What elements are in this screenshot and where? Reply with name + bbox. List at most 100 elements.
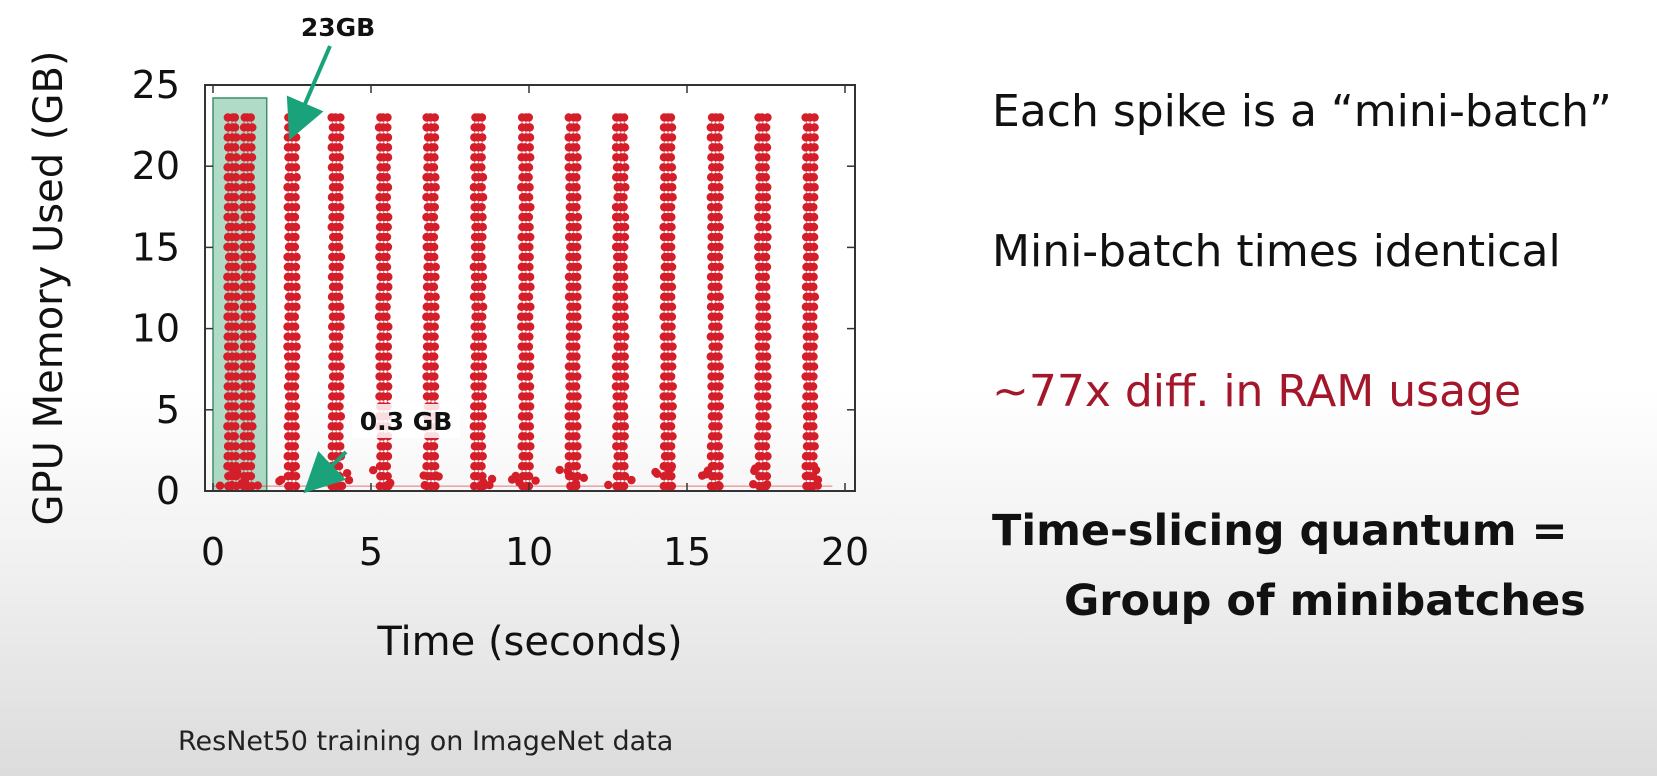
data-point (478, 302, 488, 311)
data-point (525, 352, 535, 361)
data-point (247, 153, 257, 162)
data-point (430, 123, 440, 132)
data-point (667, 312, 677, 321)
data-point (231, 402, 240, 411)
data-point (292, 302, 301, 311)
data-point (477, 153, 486, 162)
annotation-min-label: 0.3 GB (360, 407, 453, 436)
data-point (383, 332, 393, 341)
data-point (383, 133, 393, 142)
data-point (572, 242, 582, 252)
data-point (667, 392, 676, 401)
data-point (292, 332, 301, 341)
data-point (620, 362, 629, 371)
data-point (763, 422, 772, 431)
x-axis-label: Time (seconds) (376, 619, 682, 665)
data-point (620, 212, 630, 222)
data-point (809, 242, 819, 252)
data-point (291, 133, 301, 142)
data-point (763, 232, 772, 242)
data-point (335, 173, 345, 182)
data-point (335, 432, 344, 441)
data-point (246, 382, 256, 391)
data-point (231, 322, 241, 331)
data-point (572, 143, 581, 152)
data-point (526, 202, 535, 212)
data-point (715, 452, 724, 461)
data-point (808, 412, 818, 421)
data-point (478, 312, 487, 321)
data-point (714, 252, 724, 262)
data-point (431, 462, 440, 471)
data-point (572, 342, 581, 351)
data-point (763, 372, 772, 381)
data-point (247, 133, 256, 142)
data-point (478, 452, 487, 461)
data-point (383, 471, 392, 481)
data-point (231, 422, 240, 431)
data-point (762, 480, 772, 489)
data-point (524, 372, 534, 381)
data-point (275, 476, 284, 486)
data-point (810, 192, 819, 202)
data-point (384, 272, 393, 282)
data-point (761, 442, 771, 451)
data-point (810, 442, 819, 451)
data-point (290, 412, 300, 421)
data-point (563, 466, 573, 476)
data-point (525, 222, 534, 232)
data-point (621, 332, 630, 341)
data-point (524, 471, 534, 481)
data-point (714, 202, 723, 212)
data-point (477, 123, 486, 132)
data-point (334, 292, 344, 302)
data-point (572, 332, 581, 341)
data-point (246, 432, 255, 441)
spike-14 (801, 113, 823, 491)
data-point (573, 192, 582, 202)
data-point (525, 402, 535, 411)
data-point (572, 183, 581, 192)
annotation-min-label-bg (352, 404, 460, 438)
data-point (525, 432, 535, 441)
data-point (714, 272, 724, 282)
data-point (290, 382, 300, 391)
data-point (526, 282, 535, 292)
data-point (809, 232, 819, 242)
data-point (335, 402, 344, 411)
data-point (477, 143, 486, 152)
data-point (248, 422, 257, 431)
data-point (478, 173, 488, 182)
data-point (714, 442, 723, 451)
data-point (429, 242, 439, 252)
data-point (762, 133, 771, 142)
data-point (247, 452, 256, 461)
data-point (247, 352, 257, 361)
data-point (431, 471, 441, 480)
data-point (383, 153, 393, 162)
data-point (334, 282, 344, 292)
data-point (478, 232, 487, 242)
data-point (231, 173, 241, 182)
data-point (430, 382, 440, 391)
spike-1 (215, 113, 246, 491)
data-point (668, 352, 677, 361)
data-point (524, 412, 534, 421)
data-point (572, 272, 582, 282)
data-point (621, 163, 630, 172)
data-point (334, 332, 344, 341)
data-point (429, 282, 439, 292)
annotation-peak-arrow (286, 45, 332, 141)
data-point (337, 481, 347, 491)
data-point (525, 143, 535, 152)
data-point (247, 372, 257, 381)
data-point (619, 202, 628, 212)
data-point (231, 412, 240, 421)
data-point (383, 143, 393, 152)
data-point (291, 422, 300, 431)
data-point (515, 478, 524, 487)
data-point (336, 113, 345, 122)
data-point (619, 113, 629, 122)
data-point (619, 252, 628, 262)
data-point (382, 252, 391, 262)
